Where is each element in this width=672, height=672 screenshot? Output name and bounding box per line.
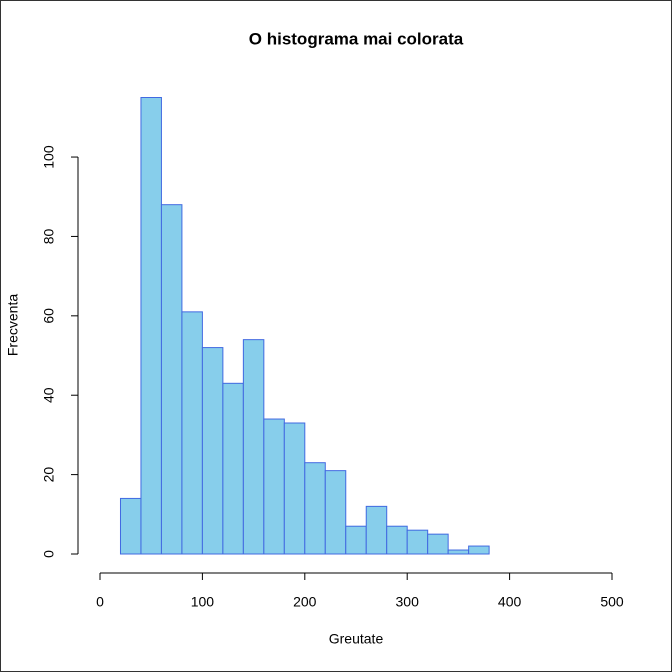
- x-tick-label: 300: [396, 594, 420, 610]
- bar: [345, 525, 367, 555]
- chart-title: O histograma mai colorata: [249, 29, 464, 48]
- bar: [427, 533, 449, 555]
- bar: [201, 347, 224, 555]
- bar: [222, 382, 244, 555]
- y-tick-label: 0: [41, 550, 57, 558]
- y-tick-label: 60: [41, 308, 57, 324]
- bar: [283, 422, 306, 555]
- x-tick-label: 500: [600, 594, 624, 610]
- y-tick-label: 20: [41, 467, 57, 483]
- y-tick-label: 100: [41, 145, 57, 169]
- bar: [140, 97, 162, 555]
- bar: [365, 505, 388, 555]
- x-tick-label: 0: [96, 594, 104, 610]
- bar: [160, 204, 183, 555]
- x-axis-label: Greutate: [329, 631, 384, 647]
- y-tick-label: 80: [41, 228, 57, 244]
- bar: [386, 525, 408, 555]
- bar: [119, 497, 142, 555]
- x-tick-label: 100: [191, 594, 215, 610]
- bar: [181, 311, 203, 555]
- bar: [263, 418, 285, 555]
- x-tick-label: 400: [498, 594, 522, 610]
- y-tick-label: 40: [41, 387, 57, 403]
- bar: [304, 462, 326, 555]
- y-axis-label: Frecventa: [5, 294, 21, 356]
- bar: [468, 545, 490, 555]
- bar: [447, 549, 470, 555]
- bar: [406, 529, 429, 555]
- bar: [242, 339, 265, 555]
- bar: [324, 470, 347, 555]
- x-tick-label: 200: [293, 594, 317, 610]
